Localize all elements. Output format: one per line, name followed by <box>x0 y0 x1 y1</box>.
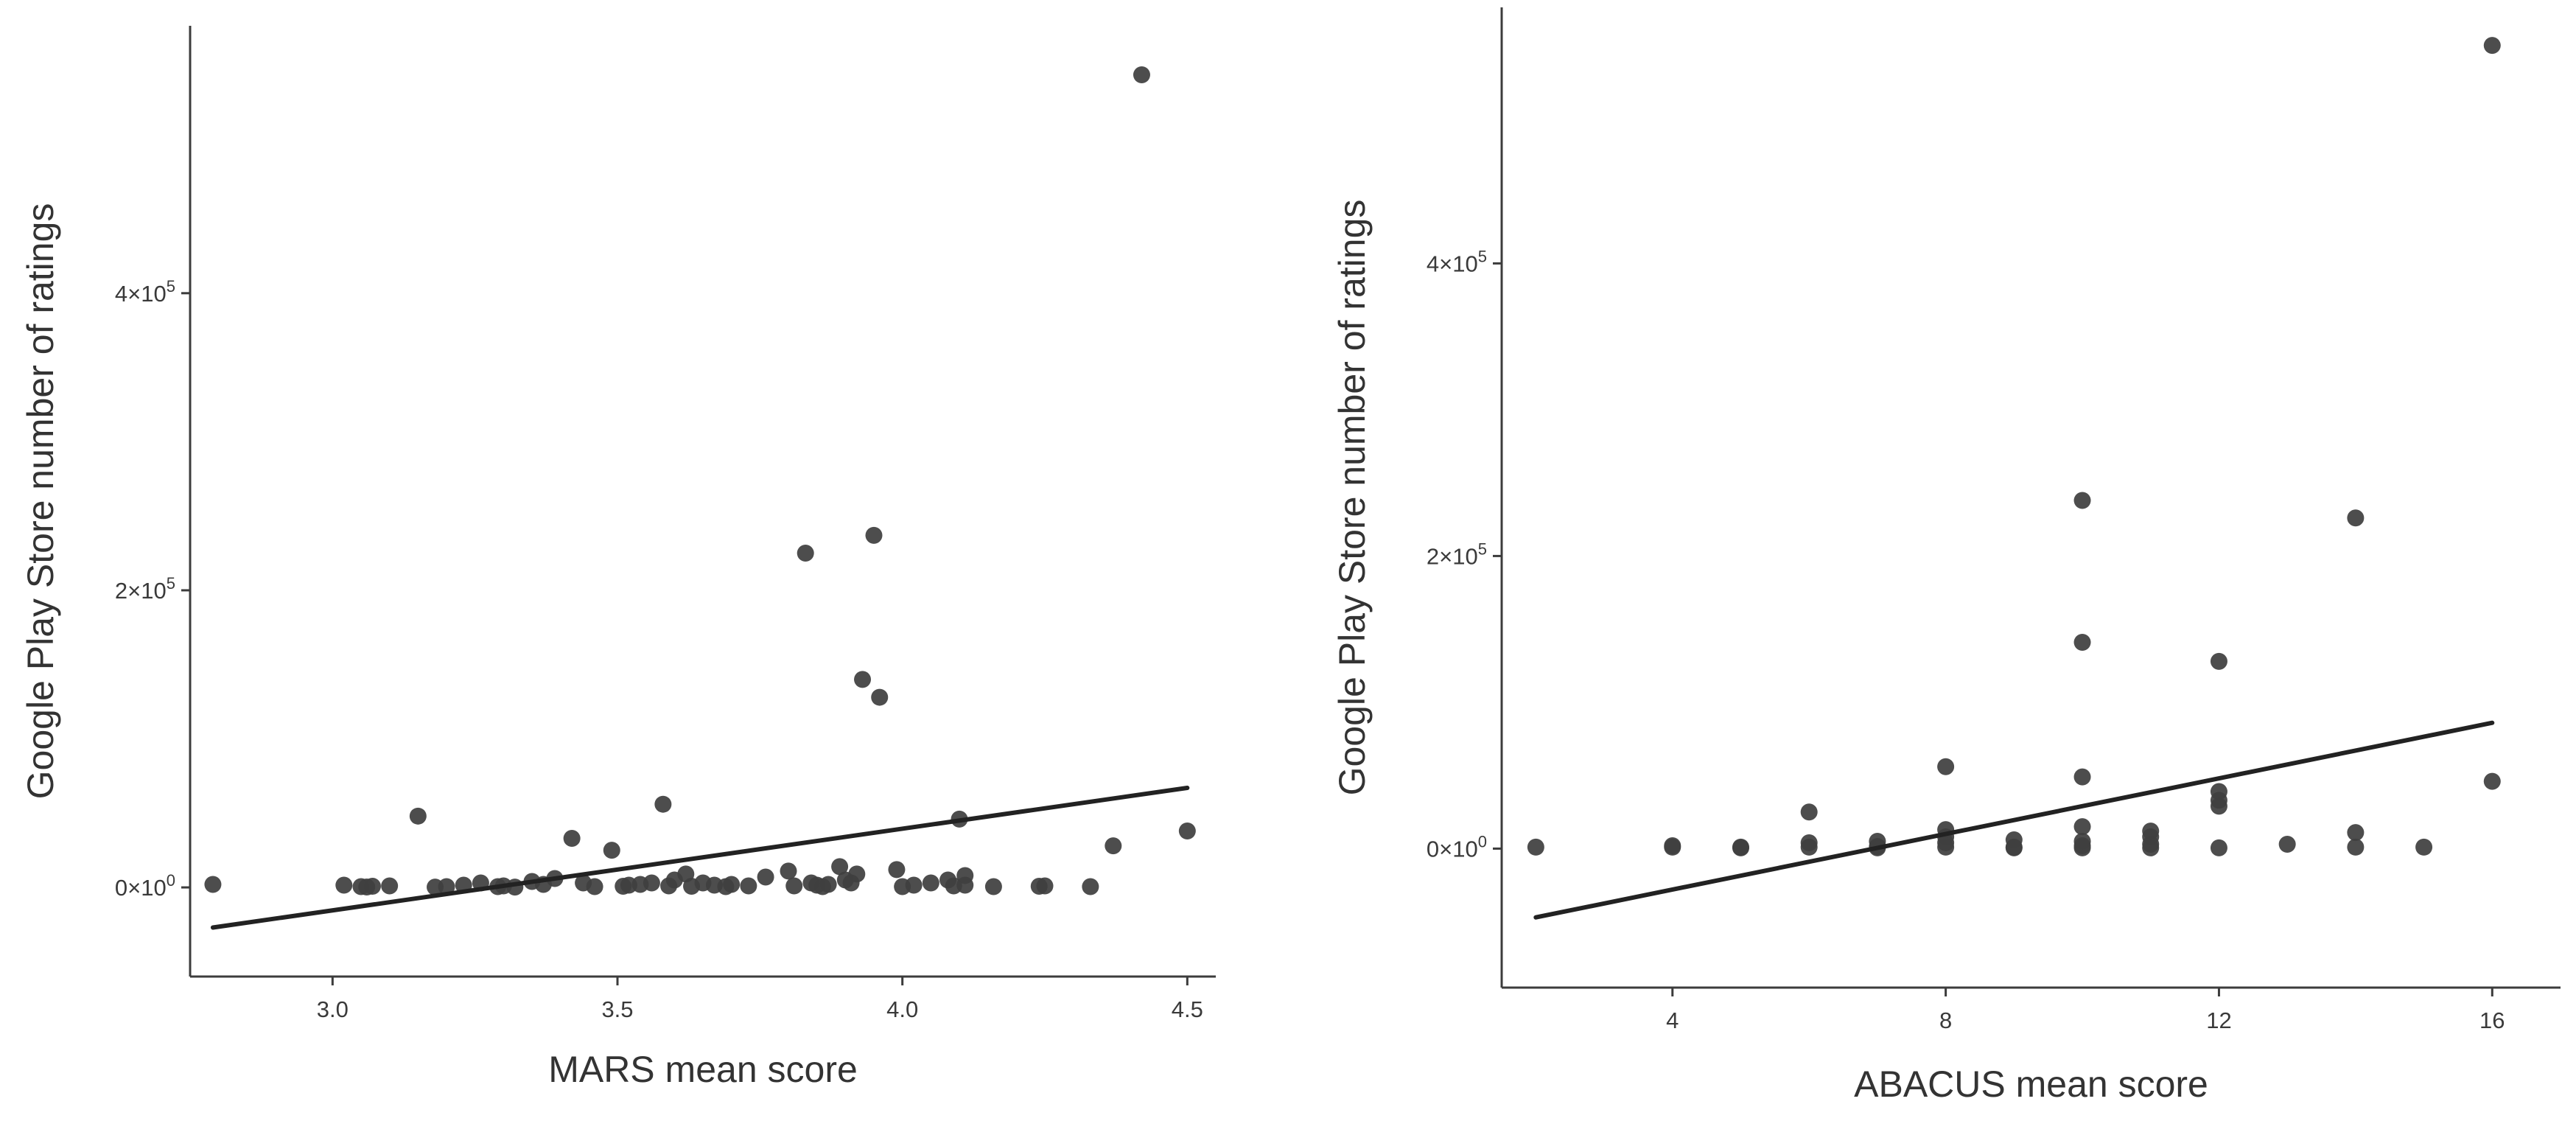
data-point <box>1664 837 1681 854</box>
data-point <box>2073 818 2091 836</box>
y-tick-label: 2×105 <box>115 574 175 604</box>
data-point <box>1937 758 1955 775</box>
x-tick-label: 12 <box>2206 1007 2231 1033</box>
trend-line <box>210 786 1190 930</box>
data-point <box>797 545 814 562</box>
data-point <box>780 862 797 880</box>
y-tick-exponent: 5 <box>167 574 175 593</box>
data-point <box>1105 837 1122 855</box>
data-point <box>1178 822 1196 839</box>
y-tick-exponent: 5 <box>1478 539 1487 558</box>
data-point <box>819 876 837 893</box>
data-point <box>984 878 1002 895</box>
y-tick-label: 0×100 <box>115 871 175 901</box>
data-point <box>865 526 883 544</box>
y-tick-base: 0×10 <box>115 875 167 901</box>
data-point <box>409 807 427 825</box>
y-tick-base: 2×10 <box>115 578 167 604</box>
y-tick-base: 0×10 <box>1427 836 1478 862</box>
data-point <box>381 877 399 895</box>
data-point <box>905 876 923 894</box>
data-point <box>1036 877 1054 895</box>
data-point <box>785 877 803 895</box>
x-tick-label: 4.5 <box>1172 996 1203 1022</box>
x-axis-title: ABACUS mean score <box>1854 1064 2208 1105</box>
y-axis-title: Google Play Store number of ratings <box>20 203 61 800</box>
data-point <box>2483 772 2501 790</box>
data-point <box>871 688 889 706</box>
data-point <box>2415 838 2433 856</box>
data-point <box>2210 839 2227 856</box>
data-point <box>956 876 974 894</box>
y-tick-base: 4×10 <box>115 281 167 307</box>
y-tick-base: 2×10 <box>1427 543 1478 569</box>
data-point <box>922 874 939 892</box>
data-point <box>831 858 849 876</box>
data-point <box>1732 838 1749 856</box>
data-point <box>1800 803 1818 821</box>
data-point <box>723 876 741 893</box>
data-point <box>2073 634 2091 652</box>
data-point <box>563 830 581 848</box>
data-point <box>643 874 660 892</box>
y-axis-title: Google Play Store number of ratings <box>1331 200 1373 796</box>
data-point <box>2210 797 2227 815</box>
data-point <box>848 865 866 883</box>
data-point <box>2483 37 2501 55</box>
data-point <box>1937 838 1955 856</box>
data-point <box>654 795 672 813</box>
y-tick-exponent: 0 <box>167 871 175 890</box>
x-tick-label: 4 <box>1666 1007 1679 1033</box>
y-tick-label: 2×105 <box>1427 539 1487 569</box>
data-point <box>757 868 774 886</box>
data-point <box>888 861 906 879</box>
x-tick-label: 4.0 <box>886 996 918 1022</box>
data-point <box>438 878 455 895</box>
x-tick-label: 16 <box>2479 1007 2505 1033</box>
y-tick-exponent: 5 <box>167 277 175 296</box>
data-point <box>204 876 222 893</box>
y-tick-label: 4×105 <box>1427 247 1487 276</box>
data-point <box>2278 835 2296 853</box>
y-tick-exponent: 5 <box>1478 247 1487 265</box>
data-point <box>1082 878 1099 895</box>
data-point <box>1800 838 1818 856</box>
data-point <box>1527 838 1544 856</box>
data-point <box>335 876 353 894</box>
data-point <box>2005 839 2023 856</box>
data-point <box>854 671 872 688</box>
data-point <box>586 878 603 895</box>
y-tick-label: 0×100 <box>1427 832 1487 862</box>
x-tick-label: 3.0 <box>317 996 349 1022</box>
data-point <box>2142 839 2160 856</box>
x-axis-title: MARS mean score <box>548 1049 858 1090</box>
data-point <box>740 877 757 895</box>
data-point <box>2347 824 2365 842</box>
data-point <box>2347 509 2365 527</box>
data-point <box>1133 66 1150 84</box>
data-point <box>363 877 381 895</box>
trend-line <box>1533 720 2495 920</box>
data-point <box>2073 492 2091 509</box>
y-tick-exponent: 0 <box>1478 832 1487 851</box>
y-tick-label: 4×105 <box>115 277 175 307</box>
x-tick-label: 8 <box>1939 1007 1952 1033</box>
data-point <box>2073 768 2091 786</box>
data-point <box>2073 839 2091 856</box>
data-point <box>603 842 620 859</box>
data-point <box>2210 652 2227 670</box>
x-tick-label: 3.5 <box>601 996 633 1022</box>
y-tick-base: 4×10 <box>1427 251 1478 276</box>
data-point <box>2347 838 2365 856</box>
